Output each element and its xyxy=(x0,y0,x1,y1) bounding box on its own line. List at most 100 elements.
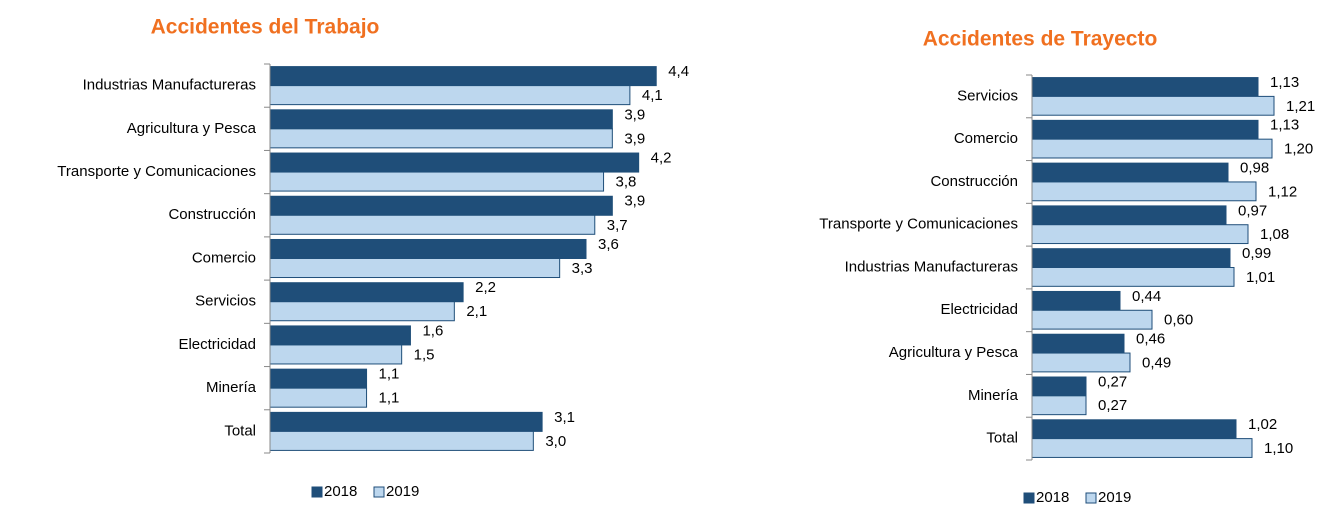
y-tick-label: Agricultura y Pesca xyxy=(889,344,1019,361)
legend-label: 2018 xyxy=(324,483,357,500)
data-label: 3,8 xyxy=(616,174,637,191)
y-tick-label: Servicios xyxy=(957,87,1018,104)
chart-title: Accidentes del Trabajo xyxy=(151,16,380,39)
y-tick-label: Comercio xyxy=(954,130,1018,147)
data-label: 0,44 xyxy=(1132,288,1161,305)
legend-swatch xyxy=(1085,492,1097,504)
bar xyxy=(269,368,368,389)
data-label: 1,02 xyxy=(1248,416,1277,433)
legend-label: 2019 xyxy=(386,483,419,500)
data-label: 0,27 xyxy=(1098,397,1127,414)
bar xyxy=(1031,224,1249,245)
bar xyxy=(269,282,464,303)
data-label: 3,0 xyxy=(545,433,566,450)
bar xyxy=(1031,290,1121,311)
data-label: 3,9 xyxy=(624,130,645,147)
data-label: 1,5 xyxy=(414,346,435,363)
bar xyxy=(269,325,411,346)
y-tick-label: Transporte y Comunicaciones xyxy=(819,216,1018,233)
bar xyxy=(1031,205,1227,226)
data-label: 1,13 xyxy=(1270,117,1299,134)
data-label: 1,12 xyxy=(1268,183,1297,200)
data-label: 2,2 xyxy=(475,279,496,296)
bar xyxy=(269,171,605,192)
data-label: 1,1 xyxy=(379,390,400,407)
bar xyxy=(269,258,561,279)
bar xyxy=(269,301,455,322)
chart: Accidentes de Trayecto Servicios 1,13 1,21 C… xyxy=(819,28,1315,506)
data-label: 1,13 xyxy=(1270,74,1299,91)
y-tick-label: Industrias Manufactureras xyxy=(845,258,1018,275)
data-label: 3,9 xyxy=(624,193,645,210)
data-label: 0,46 xyxy=(1136,331,1165,348)
y-tick-label: Minería xyxy=(206,379,257,396)
data-label: 0,49 xyxy=(1142,354,1171,371)
bar xyxy=(1031,95,1275,116)
bar xyxy=(1031,248,1231,269)
chart-title: Accidentes de Trayecto xyxy=(923,28,1158,51)
data-label: 4,2 xyxy=(651,150,672,167)
bar xyxy=(269,344,403,365)
bar xyxy=(269,238,587,260)
bar xyxy=(1031,119,1259,140)
y-tick-label: Electricidad xyxy=(940,301,1018,318)
data-label: 1,08 xyxy=(1260,226,1289,243)
bar xyxy=(1031,419,1237,440)
legend-swatch xyxy=(373,486,385,498)
data-label: 0,98 xyxy=(1240,160,1269,177)
bar xyxy=(1031,309,1153,330)
bar xyxy=(269,85,631,106)
data-label: 1,21 xyxy=(1286,98,1315,115)
bar xyxy=(269,109,613,130)
data-label: 0,97 xyxy=(1238,202,1267,219)
y-tick-label: Electricidad xyxy=(178,336,256,353)
bar xyxy=(269,152,640,173)
data-label: 3,9 xyxy=(624,106,645,123)
data-label: 1,6 xyxy=(422,322,443,339)
y-tick-label: Comercio xyxy=(192,249,256,266)
data-label: 4,1 xyxy=(642,87,663,104)
bar xyxy=(1031,267,1235,287)
bar xyxy=(1031,395,1087,416)
data-label: 0,99 xyxy=(1242,245,1271,262)
bar xyxy=(1031,352,1131,373)
y-tick-label: Total xyxy=(986,430,1018,447)
bar xyxy=(1031,77,1259,97)
data-label: 3,7 xyxy=(607,217,628,234)
y-tick-label: Transporte y Comunicaciones xyxy=(57,163,256,180)
bar xyxy=(269,214,596,235)
bar xyxy=(1031,162,1229,183)
data-label: 1,01 xyxy=(1246,269,1275,286)
chart: Accidentes del Trabajo Industrias Manufac… xyxy=(57,16,689,500)
data-label: 1,1 xyxy=(379,366,400,383)
data-label: 0,27 xyxy=(1098,373,1127,390)
bar xyxy=(1031,376,1087,397)
bar xyxy=(269,128,613,149)
data-label: 3,1 xyxy=(554,409,575,426)
data-label: 4,4 xyxy=(668,63,689,80)
y-tick-label: Construcción xyxy=(168,206,256,223)
y-tick-label: Minería xyxy=(968,387,1019,404)
legend-label: 2019 xyxy=(1098,489,1131,506)
data-label: 1,20 xyxy=(1284,141,1313,158)
bar xyxy=(269,387,368,408)
bar xyxy=(1031,181,1257,202)
data-label: 1,10 xyxy=(1264,440,1293,457)
legend-swatch xyxy=(311,486,323,498)
legend-swatch xyxy=(1023,492,1035,504)
bar xyxy=(269,430,534,451)
data-label: 3,6 xyxy=(598,236,619,253)
bar xyxy=(1031,333,1125,354)
y-tick-label: Servicios xyxy=(195,293,256,310)
legend-label: 2018 xyxy=(1036,489,1069,506)
bar xyxy=(269,66,657,87)
y-tick-label: Construcción xyxy=(930,173,1018,190)
bar xyxy=(269,195,613,216)
data-label: 0,60 xyxy=(1164,312,1193,329)
bar xyxy=(1031,138,1273,159)
data-label: 2,1 xyxy=(466,303,487,320)
y-tick-label: Agricultura y Pesca xyxy=(127,120,257,137)
y-tick-label: Total xyxy=(224,422,256,439)
bar xyxy=(269,411,543,432)
